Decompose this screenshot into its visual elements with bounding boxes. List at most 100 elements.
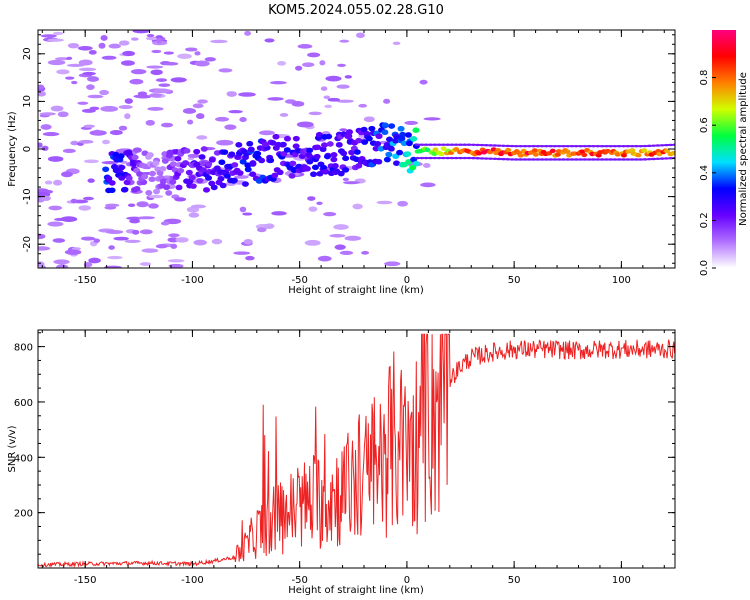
heatmap-cell bbox=[616, 158, 623, 161]
heatmap-cell bbox=[624, 144, 631, 148]
heatmap-cell bbox=[194, 51, 201, 56]
heatmap-cell bbox=[448, 156, 455, 160]
heatmap-cell bbox=[547, 158, 554, 161]
heatmap-cell bbox=[56, 69, 70, 75]
heatmap-cell bbox=[453, 143, 460, 146]
heatmap-cell bbox=[599, 144, 606, 148]
heatmap-cell bbox=[210, 184, 218, 191]
heatmap-cell bbox=[195, 113, 205, 120]
y-tick-label: 10 bbox=[22, 95, 33, 108]
snr-x-axis-label: Height of straight line (km) bbox=[288, 585, 424, 596]
heatmap-cell bbox=[438, 151, 445, 157]
heatmap-cell bbox=[215, 116, 230, 122]
heatmap-x-ticks: -150 -100 -50 0 50 100 bbox=[41, 30, 665, 286]
heatmap-cell bbox=[581, 158, 588, 161]
y-tick-label: 20 bbox=[22, 47, 33, 60]
heatmap-cell bbox=[397, 200, 408, 207]
heatmap-cell bbox=[67, 42, 80, 49]
heatmap-cell bbox=[129, 78, 144, 85]
heatmap-cell bbox=[264, 223, 275, 229]
heatmap-cell bbox=[487, 144, 494, 147]
heatmap-cell bbox=[242, 212, 253, 216]
heatmap-cell bbox=[145, 119, 155, 126]
heatmap-cell bbox=[200, 167, 208, 173]
heatmap-cell bbox=[169, 161, 177, 167]
snr-series-line bbox=[38, 333, 675, 568]
heatmap-cell bbox=[392, 153, 400, 160]
heatmap-cell bbox=[483, 157, 490, 160]
heatmap-cell bbox=[147, 106, 164, 111]
heatmap-cell bbox=[577, 158, 584, 161]
heatmap-cell bbox=[163, 184, 171, 191]
heatmap-cell bbox=[335, 141, 343, 148]
heatmap-cell bbox=[569, 144, 576, 148]
heatmap-cell bbox=[339, 250, 354, 255]
heatmap-cell bbox=[165, 190, 173, 196]
heatmap-cell bbox=[124, 113, 131, 120]
heatmap-cell bbox=[436, 143, 443, 146]
heatmap-cell bbox=[153, 88, 171, 94]
heatmap-cell bbox=[444, 143, 451, 146]
heatmap-cell bbox=[517, 158, 524, 161]
heatmap-cell bbox=[291, 101, 305, 107]
heatmap-cell bbox=[121, 186, 129, 193]
heatmap-cell bbox=[534, 158, 541, 161]
heatmap-cell bbox=[323, 212, 337, 217]
heatmap-cell bbox=[108, 180, 116, 186]
heatmap-cell bbox=[182, 160, 190, 166]
heatmap-cell bbox=[218, 68, 233, 73]
heatmap-cell bbox=[289, 160, 297, 167]
heatmap-cell bbox=[267, 157, 275, 164]
heatmap-cell bbox=[296, 121, 314, 128]
heatmap-cell bbox=[549, 148, 556, 154]
x-tick-label: 100 bbox=[612, 275, 631, 286]
heatmap-cell bbox=[423, 143, 430, 146]
heatmap-cell bbox=[624, 158, 631, 161]
heatmap-cell bbox=[108, 43, 121, 49]
snr-y-ticks: 800 600 400 200 bbox=[14, 332, 675, 569]
heatmap-cell bbox=[105, 229, 124, 235]
heatmap-cell bbox=[60, 216, 78, 223]
heatmap-cell bbox=[155, 244, 168, 249]
heatmap-cell bbox=[586, 158, 593, 161]
heatmap-cell bbox=[310, 171, 318, 178]
heatmap-cell bbox=[329, 234, 346, 238]
heatmap-cell bbox=[504, 158, 511, 161]
heatmap-cell bbox=[132, 30, 151, 34]
heatmap-cell bbox=[336, 99, 354, 103]
heatmap-cell bbox=[376, 200, 393, 205]
heatmap-cell bbox=[192, 103, 204, 109]
heatmap-cell bbox=[62, 148, 76, 154]
heatmap-cell bbox=[249, 160, 257, 166]
heatmap-x-axis-label: Height of straight line (km) bbox=[288, 285, 424, 296]
heatmap-cell bbox=[633, 158, 640, 161]
heatmap-cell bbox=[230, 177, 238, 184]
heatmap-cell bbox=[423, 156, 430, 160]
heatmap-cell bbox=[156, 37, 163, 44]
heatmap-cell bbox=[457, 143, 464, 146]
heatmap-cell bbox=[431, 156, 438, 160]
heatmap-cell bbox=[551, 158, 558, 161]
heatmap-cell bbox=[77, 45, 93, 51]
heatmap-cell bbox=[385, 136, 393, 143]
heatmap-cell bbox=[82, 71, 96, 76]
heatmap-cell bbox=[342, 167, 350, 173]
heatmap-cell bbox=[167, 259, 185, 263]
heatmap-cell bbox=[384, 261, 401, 267]
x-tick-label: 50 bbox=[508, 275, 521, 286]
heatmap-cell bbox=[551, 144, 558, 148]
heatmap-cell bbox=[531, 148, 538, 153]
heatmap-cell bbox=[139, 229, 153, 235]
heatmap-cell bbox=[500, 144, 507, 147]
colorbar: 0.0 0.2 0.4 0.6 0.8 Normalized spectral ampl… bbox=[699, 30, 749, 276]
heatmap-cell bbox=[269, 140, 277, 146]
heatmap-cell bbox=[239, 117, 247, 123]
heatmap-cell bbox=[356, 32, 365, 39]
heatmap-cell bbox=[280, 150, 288, 157]
heatmap-cell bbox=[133, 185, 141, 192]
y-tick-label: 800 bbox=[14, 343, 33, 354]
colorbar-label: Normalized spectral amplitude bbox=[738, 72, 749, 226]
heatmap-cell bbox=[107, 255, 123, 260]
heatmap-cell bbox=[368, 125, 376, 132]
heatmap-cell bbox=[98, 42, 106, 49]
